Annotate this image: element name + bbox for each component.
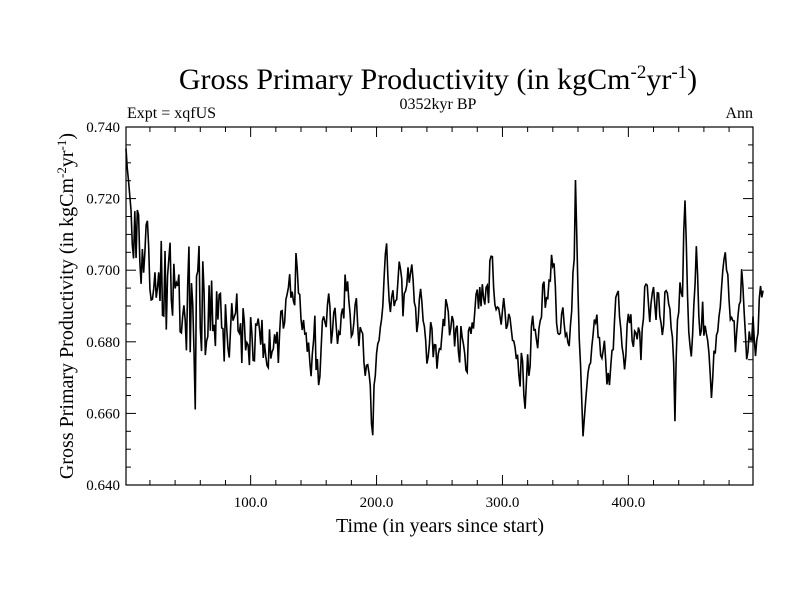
experiment-label: Expt = xqfUS: [127, 105, 216, 122]
y-tick-label: 0.640: [86, 478, 120, 494]
x-tick-label: 100.0: [234, 495, 268, 511]
y-axis-label: Gross Primary Productivity (in kgCm-2yr-…: [54, 133, 78, 479]
season-label: Ann: [725, 105, 753, 122]
y-axis-ticks: 0.640 0.660 0.680 0.700 0.720 0.740: [86, 120, 753, 494]
plot-frame: [125, 126, 754, 486]
x-tick-label: 300.0: [486, 495, 520, 511]
x-tick-label: 400.0: [611, 495, 645, 511]
y-tick-label: 0.680: [86, 335, 120, 351]
y-tick-label: 0.740: [86, 120, 120, 136]
y-tick-label: 0.660: [86, 406, 120, 422]
chart-title: Gross Primary Productivity (in kgCm-2yr-…: [179, 62, 697, 96]
period-label: 0352kyr BP: [400, 96, 477, 113]
x-axis-label: Time (in years since start): [336, 515, 544, 537]
y-tick-label: 0.720: [86, 192, 120, 208]
y-tick-label: 0.700: [86, 263, 120, 279]
x-axis-ticks: 100.0 200.0 300.0 400.0: [149, 127, 730, 511]
x-tick-label: 200.0: [360, 495, 394, 511]
gpp-series-line: [125, 148, 764, 437]
